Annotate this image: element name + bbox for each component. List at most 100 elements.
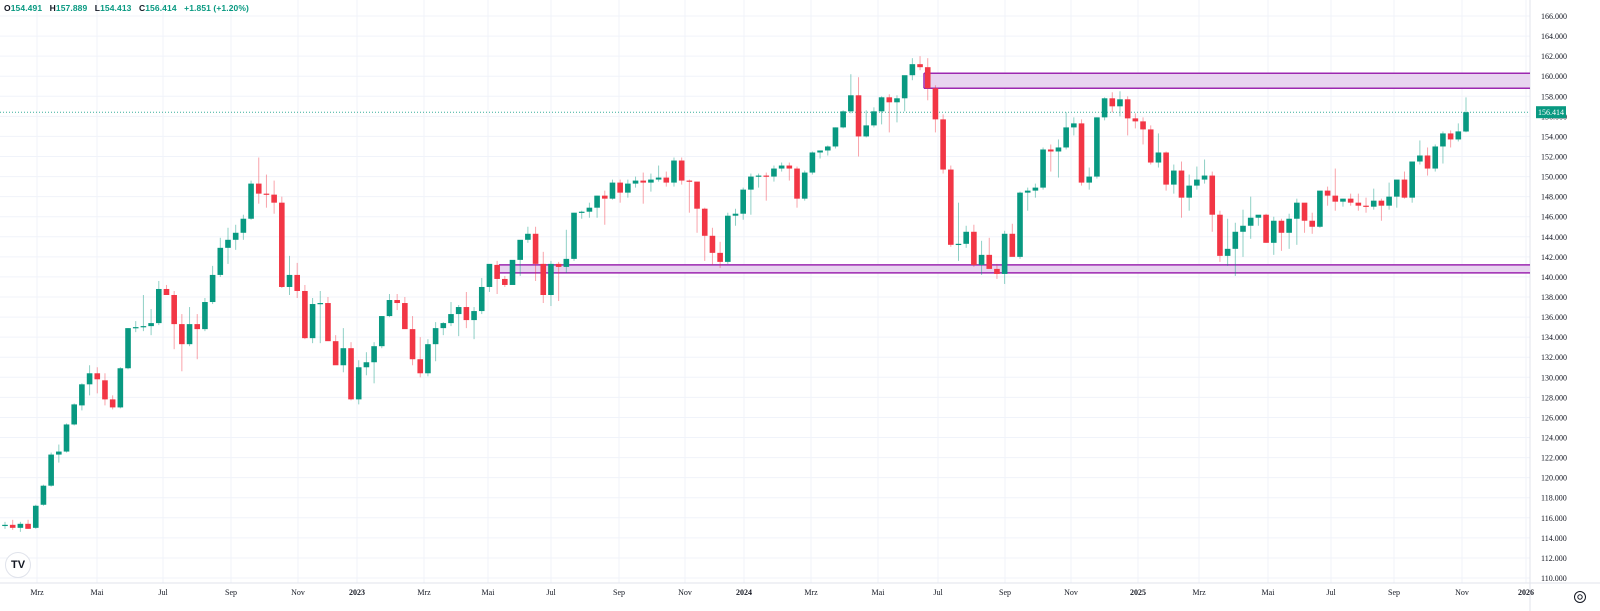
candle-body [125, 328, 131, 369]
x-axis-label: Nov [291, 588, 305, 597]
low-label: L [94, 3, 101, 13]
candle-body [1455, 131, 1462, 140]
candle-body [2, 524, 8, 527]
candle-body [255, 183, 262, 194]
candle-body [1317, 190, 1323, 227]
candle-body [1078, 123, 1085, 183]
candle-body [1424, 155, 1431, 169]
open-value: 154.491 [10, 3, 43, 13]
y-axis-label: 164.000 [1541, 32, 1567, 41]
candle-body [425, 344, 431, 374]
candle-body [1194, 179, 1200, 186]
x-axis-label: Sep [225, 588, 237, 597]
candle-body [194, 324, 201, 330]
candle-body [179, 324, 185, 345]
y-axis-label: 118.000 [1541, 494, 1567, 503]
x-axis-label: Mrz [30, 588, 44, 597]
candle-body [863, 125, 870, 137]
candle-body [1055, 147, 1062, 152]
candle-body [1017, 192, 1023, 257]
candle-body [509, 259, 516, 285]
candle-body [1101, 98, 1108, 118]
candle-body [1040, 149, 1046, 188]
x-axis-label: Jul [933, 588, 943, 597]
candle-body [1270, 220, 1277, 243]
candle-body [163, 288, 170, 296]
candle-body [671, 160, 677, 183]
tradingview-logo-icon[interactable]: TV [5, 552, 31, 578]
candle-body [394, 300, 400, 304]
candle-body [1370, 200, 1377, 207]
candle-body [209, 274, 216, 303]
candle-body [1278, 220, 1285, 233]
y-axis-label: 166.000 [1541, 12, 1567, 21]
y-axis-label: 146.000 [1541, 213, 1567, 222]
candle-body [478, 286, 485, 312]
candle-body [978, 254, 985, 265]
candle-body [871, 111, 877, 126]
candle-body [148, 323, 154, 327]
candle-body [363, 362, 370, 368]
candle-body [917, 64, 923, 68]
candle-body [1163, 152, 1169, 185]
candle-body [140, 326, 147, 328]
candle-body [455, 307, 462, 315]
x-axis-label: Sep [1388, 588, 1400, 597]
candle-body [417, 359, 424, 374]
candle-body [409, 329, 416, 360]
gear-icon[interactable] [1573, 590, 1587, 604]
candle-body [1286, 218, 1292, 233]
candle-body [355, 367, 362, 400]
y-axis-label: 140.000 [1541, 273, 1567, 282]
y-axis-label: 126.000 [1541, 413, 1567, 422]
candle-body [640, 180, 647, 183]
candle-body [763, 175, 770, 177]
support-zone[interactable] [499, 264, 1530, 273]
candle-body [1009, 233, 1016, 257]
candle-body [625, 183, 631, 193]
candle-body [1340, 198, 1346, 202]
candle-body [1063, 127, 1069, 148]
candle-body [609, 182, 616, 199]
candle-body [1024, 190, 1031, 193]
candle-body [994, 268, 1000, 274]
candle-body [1132, 118, 1139, 122]
candle-body [1124, 99, 1131, 119]
resistance-zone[interactable] [924, 73, 1530, 89]
high-label: H [49, 3, 56, 13]
candle-body [955, 243, 962, 246]
candle-body [217, 247, 224, 275]
low-value: 154.413 [100, 3, 132, 13]
candle-body [801, 172, 808, 199]
candle-body [309, 304, 316, 339]
candle-body [432, 328, 439, 345]
candle-body [1240, 225, 1246, 232]
x-axis-label: 2023 [349, 588, 365, 597]
y-axis-label: 152.000 [1541, 153, 1567, 162]
candle-body [778, 165, 785, 169]
candle-body [186, 324, 193, 345]
x-axis-label: 2026 [1518, 588, 1534, 597]
candle-body [1186, 185, 1192, 198]
candle-body [271, 194, 277, 203]
candle-body [486, 263, 493, 287]
candle-body [40, 485, 47, 505]
candle-body [1171, 170, 1177, 185]
candle-body [1117, 99, 1123, 107]
candle-body [1409, 161, 1415, 198]
x-axis-label: Jul [546, 588, 556, 597]
high-value: 157.889 [55, 3, 88, 13]
candle-body [48, 454, 54, 486]
candle-body [963, 231, 969, 244]
candle-body [932, 88, 939, 120]
candle-body [1432, 146, 1439, 169]
candle-body [532, 233, 539, 264]
candle-body [848, 95, 854, 112]
x-axis-label: Sep [999, 588, 1011, 597]
candle-body [332, 341, 339, 366]
candle-body [294, 274, 300, 291]
y-axis-label: 134.000 [1541, 333, 1567, 342]
candle-body [663, 177, 670, 183]
open-label: O [4, 3, 11, 13]
